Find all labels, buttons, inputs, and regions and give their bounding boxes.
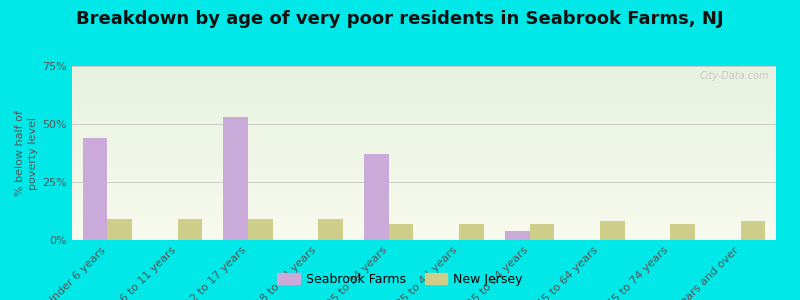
Bar bbox=[364, 154, 389, 240]
Bar bbox=[600, 221, 625, 240]
Bar bbox=[459, 224, 484, 240]
Y-axis label: % below half of
poverty level: % below half of poverty level bbox=[15, 110, 38, 196]
Bar bbox=[670, 224, 695, 240]
Bar bbox=[248, 219, 273, 240]
Bar bbox=[82, 138, 107, 240]
Text: Breakdown by age of very poor residents in Seabrook Farms, NJ: Breakdown by age of very poor residents … bbox=[76, 11, 724, 28]
Bar bbox=[389, 224, 414, 240]
Bar bbox=[178, 219, 202, 240]
Bar bbox=[741, 221, 766, 240]
Bar bbox=[530, 224, 554, 240]
Bar bbox=[318, 219, 343, 240]
Bar bbox=[107, 219, 132, 240]
Bar bbox=[223, 117, 248, 240]
Bar bbox=[505, 231, 530, 240]
Text: City-Data.com: City-Data.com bbox=[699, 71, 769, 81]
Legend: Seabrook Farms, New Jersey: Seabrook Farms, New Jersey bbox=[272, 268, 528, 291]
